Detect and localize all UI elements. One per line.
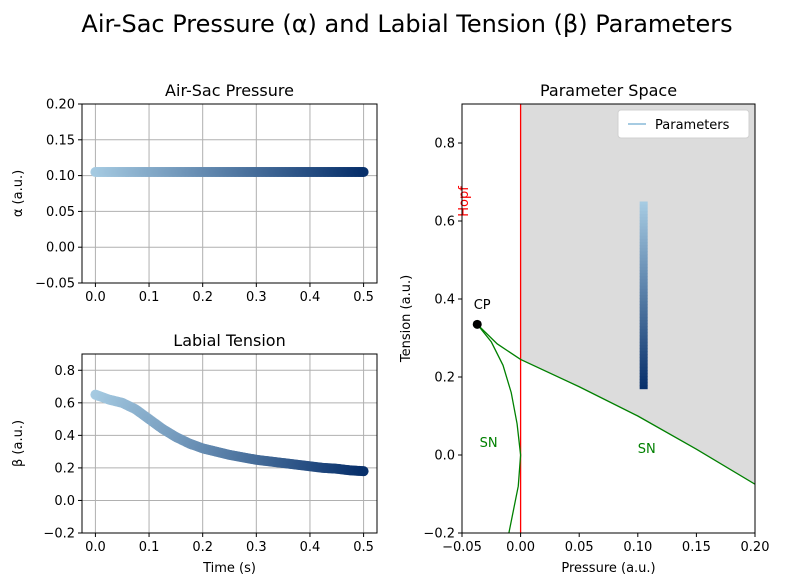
legend-label: Parameters [655, 118, 730, 133]
x-tick-label: 0.10 [623, 540, 652, 555]
x-tick-label: 0.1 [139, 290, 160, 305]
x-tick-label: 0.5 [353, 290, 374, 305]
y-tick-label: 0.10 [46, 169, 75, 184]
sn-curve-lower [476, 323, 522, 533]
y-axis-label: β (a.u.) [11, 420, 26, 467]
y-tick-label: 0.2 [434, 371, 455, 386]
scatter-series [90, 167, 369, 178]
sn-curve-upper [476, 323, 755, 485]
figure-title: Air-Sac Pressure (α) and Labial Tension … [81, 10, 732, 38]
x-tick-label: 0.20 [741, 540, 770, 555]
panel-title: Labial Tension [173, 331, 285, 350]
x-tick-label: 0.3 [246, 290, 267, 305]
scatter-series [90, 389, 369, 477]
curves [476, 104, 755, 533]
x-tick-label: 0.4 [300, 540, 321, 555]
legend-box [617, 109, 750, 139]
x-axis-label: Pressure (a.u.) [561, 561, 655, 576]
x-tick-label: 0.0 [85, 540, 106, 555]
y-tick-label: 0.2 [54, 461, 75, 476]
annotation-cp: CP [474, 298, 491, 313]
y-tick-label: 0.8 [54, 364, 75, 379]
x-tick-label: 0.3 [246, 540, 267, 555]
x-tick-label: 0.2 [192, 540, 213, 555]
panel-title: Air-Sac Pressure [165, 81, 294, 100]
y-tick-label: 0.20 [46, 98, 75, 113]
y-tick-label: −0.2 [423, 527, 455, 542]
annotation-sn: SN [638, 442, 656, 457]
data-point [358, 466, 369, 477]
panel-1: 0.0 0.1 0.2 0.3 0.4 0.5 −0.2 0.0 0.2 0.4 0.6 0.8 Lab… [11, 331, 378, 576]
x-tick-label: 0.00 [506, 540, 535, 555]
y-tick-label: −0.05 [35, 277, 75, 292]
y-tick-label: 0.05 [46, 205, 75, 220]
x-tick-label: 0.5 [353, 540, 374, 555]
y-axis-label: α (a.u.) [11, 170, 26, 217]
y-axis-label: Tension (a.u.) [399, 275, 414, 363]
x-tick-label: −0.05 [442, 540, 482, 555]
annotation-hopf: Hopf [457, 186, 472, 217]
x-tick-label: 0.1 [139, 540, 160, 555]
x-tick-label: 0.05 [565, 540, 594, 555]
panel-2: Hopf CP SN SN Parameters −0.05 0.00 0.05 0.10 0.1… [399, 81, 769, 576]
y-tick-label: 0.4 [54, 429, 75, 444]
x-tick-label: 0.2 [192, 290, 213, 305]
y-tick-label: −0.2 [43, 527, 75, 542]
y-tick-label: 0.6 [434, 215, 455, 230]
panel-0: 0.0 0.1 0.2 0.3 0.4 0.5 −0.05 0.00 0.05 0.10 0.15 0… [11, 81, 378, 305]
axes-frame [81, 103, 378, 284]
x-tick-label: 0.4 [300, 290, 321, 305]
x-tick-label: 0.15 [682, 540, 711, 555]
y-tick-label: 0.00 [46, 241, 75, 256]
y-tick-label: 0.8 [434, 137, 455, 152]
y-tick-label: 0.15 [46, 133, 75, 148]
x-axis-label: Time (s) [202, 561, 256, 576]
y-tick-label: 0.4 [434, 293, 455, 308]
y-tick-label: 0.6 [54, 396, 75, 411]
cusp-point [472, 319, 482, 329]
oscillation-region [520, 104, 755, 485]
axes-frame [461, 103, 756, 534]
y-tick-label: 0.0 [434, 449, 455, 464]
axes-frame [81, 353, 378, 534]
annotation-sn: SN [480, 436, 498, 451]
panel-title: Parameter Space [540, 81, 677, 100]
legend: Parameters [617, 109, 750, 139]
x-tick-label: 0.0 [85, 290, 106, 305]
y-tick-label: 0.0 [54, 494, 75, 509]
data-point [358, 167, 369, 178]
